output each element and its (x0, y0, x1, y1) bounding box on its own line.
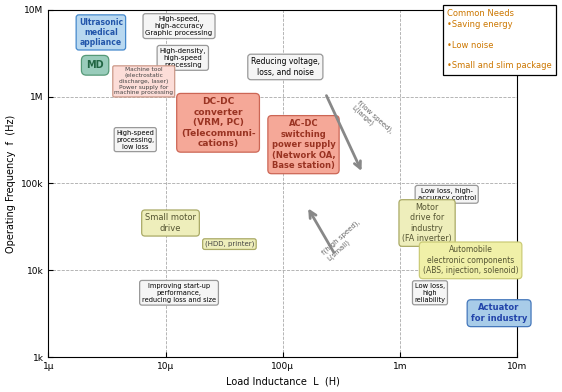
Text: Small motor
drive: Small motor drive (145, 213, 196, 233)
Text: f(low speed),
L(large): f(low speed), L(large) (351, 99, 394, 140)
Text: Automobile
electronic components
(ABS, injection, solenoid): Automobile electronic components (ABS, i… (423, 245, 518, 275)
Text: f(high speed),
L(small): f(high speed), L(small) (321, 219, 366, 262)
Text: Motor
drive for
industry
(FA inverter): Motor drive for industry (FA inverter) (402, 203, 452, 243)
Text: Ultrasonic
medical
appliance: Ultrasonic medical appliance (79, 18, 123, 47)
Text: AC-DC
switching
power supply
(Network OA,
Base station): AC-DC switching power supply (Network OA… (271, 119, 336, 170)
Text: Low loss,
high
reliability: Low loss, high reliability (414, 283, 446, 303)
Text: Machine tool
(electrostatic
discharge, laser)
Power supply for
machine processin: Machine tool (electrostatic discharge, l… (114, 67, 173, 96)
Text: Actuator
for industry: Actuator for industry (471, 303, 527, 323)
Text: High-speed,
high-accuracy
Graphic processing: High-speed, high-accuracy Graphic proces… (146, 16, 212, 36)
Text: Improving start-up
performance,
reducing loss and size: Improving start-up performance, reducing… (142, 283, 216, 303)
Text: Common Needs
•Saving energy

•Low noise

•Small and slim package: Common Needs •Saving energy •Low noise •… (447, 9, 551, 71)
X-axis label: Load Inductance  L  (H): Load Inductance L (H) (226, 376, 340, 387)
Text: High-density,
high-speed
processing: High-density, high-speed processing (160, 48, 206, 68)
Text: High-speed
processing,
low loss: High-speed processing, low loss (116, 130, 155, 150)
Text: Low loss, high-
accuracy control: Low loss, high- accuracy control (418, 188, 476, 201)
Y-axis label: Operating Frequency  f  (Hz): Operating Frequency f (Hz) (6, 114, 16, 252)
Text: MD: MD (87, 60, 104, 70)
Text: DC-DC
converter
(VRM, PC)
(Telecommuni-
cations): DC-DC converter (VRM, PC) (Telecommuni- … (181, 98, 255, 148)
Text: Reducing voltage,
loss, and noise: Reducing voltage, loss, and noise (251, 57, 320, 77)
Text: (HDD, printer): (HDD, printer) (205, 241, 254, 247)
